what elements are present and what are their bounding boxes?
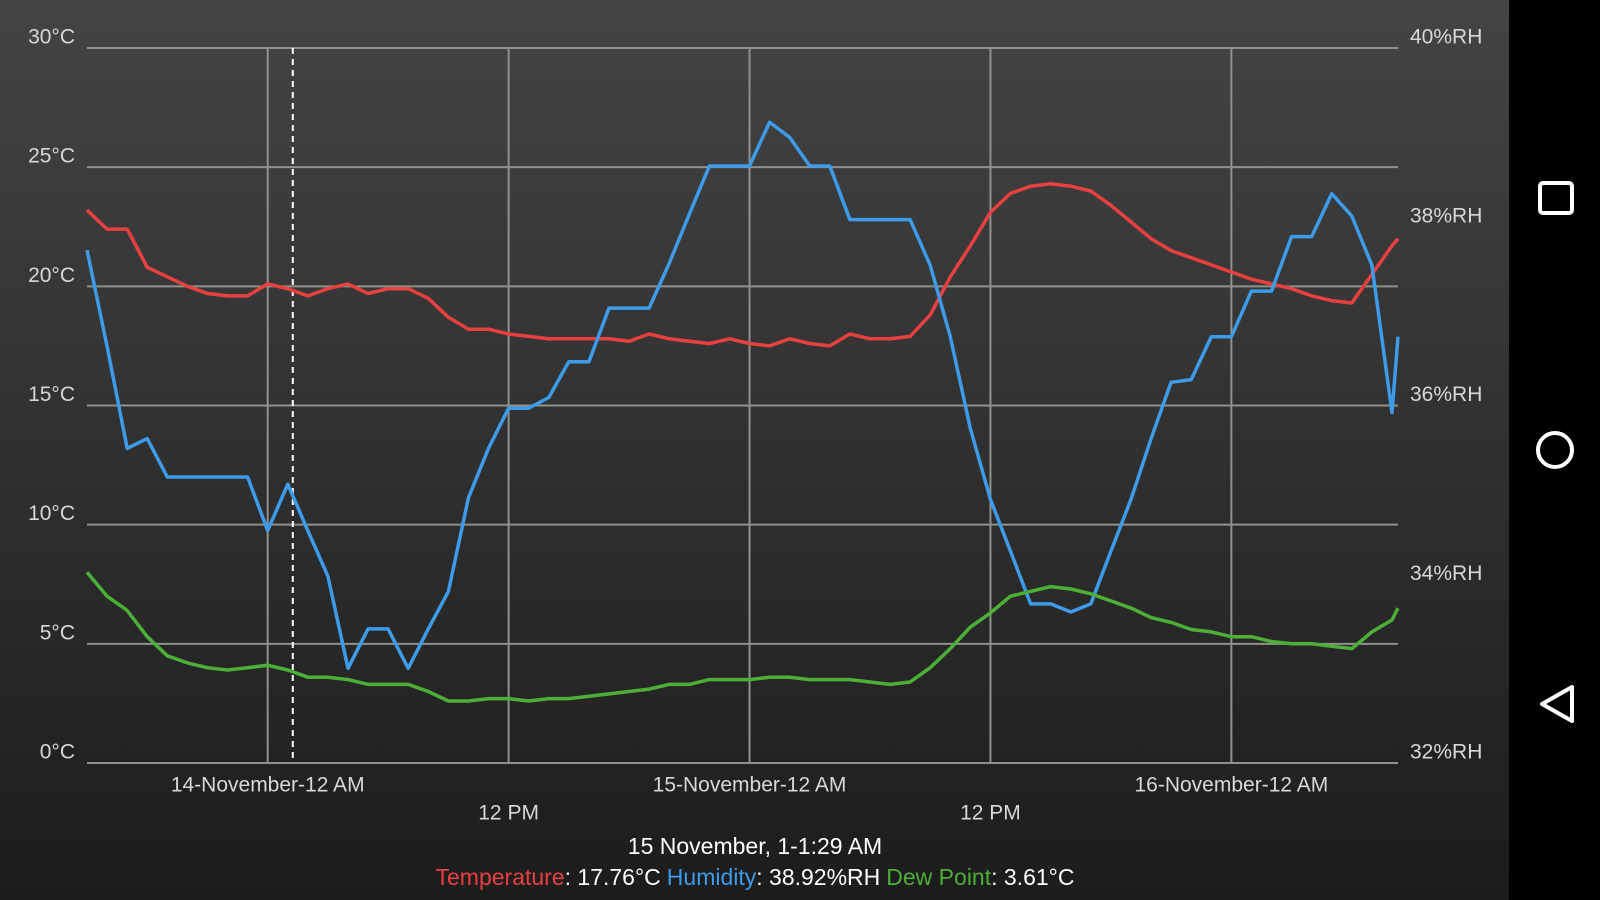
y2-tick-label: 34%RH (1410, 562, 1482, 585)
y-tick-label: 20°C (28, 264, 75, 287)
background (0, 0, 1509, 900)
series-line (85, 182, 1400, 348)
legend-entry: Dew Point (886, 864, 991, 890)
readout-value: : 38.92%RH (756, 864, 880, 890)
legend-entry: Temperature (436, 864, 565, 890)
y-tick-label: 15°C (28, 383, 75, 406)
series-line (85, 120, 1400, 671)
nav-bar (1509, 0, 1600, 900)
y2-tick-label: 40%RH (1410, 26, 1482, 49)
y-tick-label: 25°C (28, 145, 75, 168)
x-tick-label: 15-November-12 AM (653, 774, 847, 797)
recents-button[interactable] (1538, 181, 1574, 215)
y-tick-label: 10°C (28, 502, 75, 525)
readout: Temperature: 17.76°C Humidity: 38.92%RH De… (436, 864, 1075, 890)
y-tick-label: 30°C (28, 26, 75, 49)
x-tick-label: 14-November-12 AM (171, 774, 365, 797)
x-tick-label: 12 PM (478, 802, 539, 825)
x-tick-label: 16-November-12 AM (1134, 774, 1328, 797)
readout-value: : 3.61°C (991, 864, 1074, 890)
y-tick-label: 0°C (40, 741, 75, 764)
readout-title: 15 November, 1-1:29 AM (628, 833, 882, 859)
x-tick-label: 12 PM (960, 802, 1021, 825)
legend-entry: Humidity (667, 864, 757, 890)
y-tick-label: 5°C (40, 621, 75, 644)
plot: 0°C 5°C 10°C 15°C 20°C 25°C 30°C 32%RH 34%RH 36%R… (28, 26, 1482, 825)
readout-value: : 17.76°C (565, 864, 661, 890)
series-line (85, 571, 1400, 703)
y2-tick-label: 36%RH (1410, 383, 1482, 406)
y2-tick-label: 38%RH (1410, 204, 1482, 227)
home-button[interactable] (1536, 431, 1574, 469)
y2-tick-label: 32%RH (1410, 741, 1482, 764)
back-button[interactable] (1540, 685, 1574, 723)
